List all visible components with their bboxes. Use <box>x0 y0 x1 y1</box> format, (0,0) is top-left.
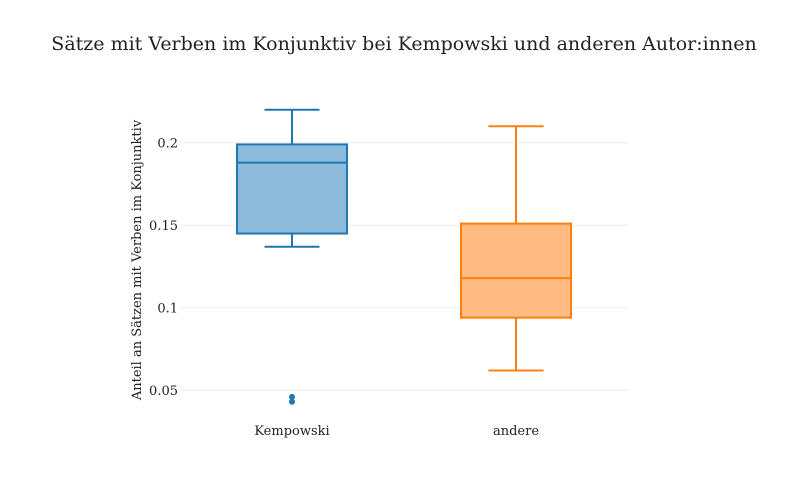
x-ticks: Kempowski andere <box>254 424 539 439</box>
y-tick-label: 0.15 <box>149 219 178 234</box>
y-ticks: 0.05 0.1 0.15 0.2 <box>149 136 178 398</box>
box-iqr <box>460 222 572 319</box>
y-tick-label: 0.2 <box>157 136 178 151</box>
boxes <box>236 108 572 405</box>
box-andere <box>460 125 572 372</box>
outlier-point <box>289 398 295 405</box>
outlier-point <box>289 393 295 400</box>
y-axis-title: Anteil an Sätzen mit Verben im Konjunkti… <box>130 119 145 401</box>
x-tick-label: Kempowski <box>254 424 329 439</box>
y-tick-label: 0.1 <box>157 301 178 316</box>
chart-title: Sätze mit Verben im Konjunktiv bei Kempo… <box>51 33 756 55</box>
box-iqr <box>236 143 348 235</box>
y-tick-label: 0.05 <box>149 384 178 399</box>
x-tick-label: andere <box>493 424 539 439</box>
box-kempowski <box>236 108 348 405</box>
